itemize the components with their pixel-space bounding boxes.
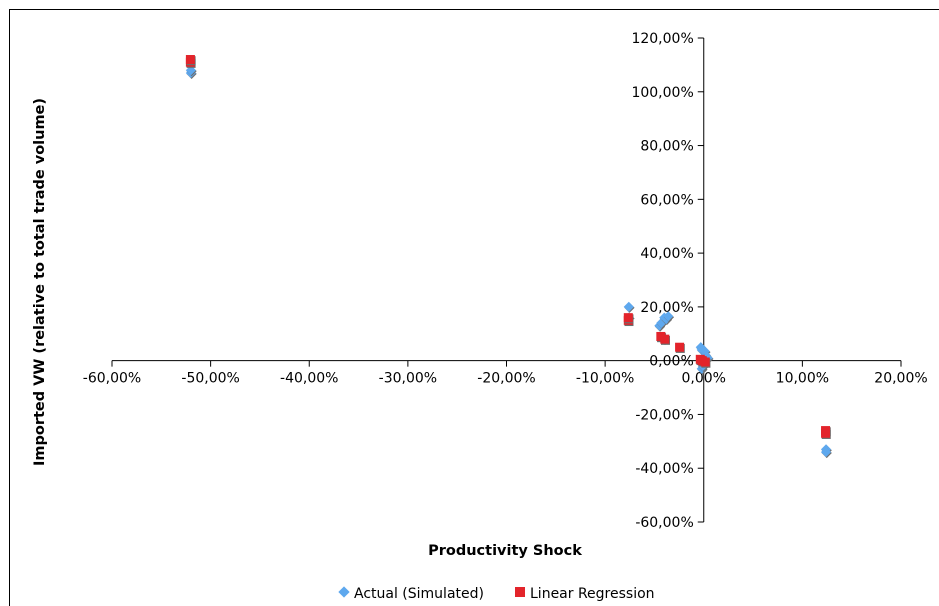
y-tick-label: 40,00%	[640, 246, 693, 262]
x-tick-label: 0,00%	[682, 371, 726, 387]
regression-point	[623, 313, 633, 323]
y-tick-label: -40,00%	[635, 461, 693, 477]
y-tick-label: -20,00%	[635, 407, 693, 423]
y-tick-label: 20,00%	[640, 300, 693, 316]
x-axis-title: Productivity Shock	[428, 543, 582, 559]
x-ticks: -60,00% -50,00% -40,00% -30,00% -20,00% -10,0…	[83, 360, 928, 387]
regression-point	[675, 342, 685, 352]
y-ticks: 120,00% 100,00% 80,00% 60,00% 40,00% 20,00% 0,…	[631, 31, 704, 531]
y-tick-label: 100,00%	[631, 85, 693, 101]
y-tick-label: 120,00%	[631, 31, 693, 47]
regression-point	[185, 55, 195, 65]
legend: Actual (Simulated) Linear Regression	[338, 586, 655, 602]
x-tick-label: -20,00%	[477, 371, 535, 387]
x-tick-label: -40,00%	[280, 371, 338, 387]
data-markers	[185, 55, 832, 459]
x-tick-label: -10,00%	[576, 371, 634, 387]
y-tick-label: 60,00%	[640, 192, 693, 208]
y-axis-title: Imported VW (relative to total trade vol…	[32, 98, 48, 466]
regression-point	[821, 428, 831, 438]
y-tick-label: 0,00%	[649, 354, 693, 370]
x-tick-label: 20,00%	[874, 371, 927, 387]
legend-label-regression: Linear Regression	[530, 586, 655, 602]
x-tick-label: -60,00%	[83, 371, 141, 387]
legend-label-actual: Actual (Simulated)	[354, 586, 484, 602]
y-tick-label: 80,00%	[640, 139, 693, 155]
x-tick-label: 10,00%	[776, 371, 829, 387]
regression-point	[660, 334, 670, 344]
x-tick-label: -50,00%	[181, 371, 239, 387]
y-tick-label: -60,00%	[635, 515, 693, 531]
legend-marker-regression	[515, 587, 525, 597]
regression-point	[700, 357, 710, 367]
x-tick-label: -30,00%	[379, 371, 437, 387]
chart-area-border	[9, 9, 939, 606]
